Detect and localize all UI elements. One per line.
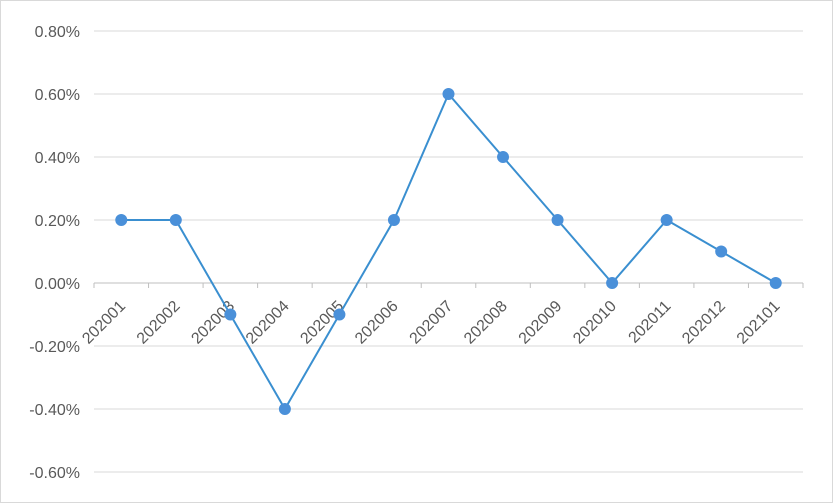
x-axis: 202001 202002 202003 202004 202005 202006 2020… — [79, 282, 804, 348]
y-axis: 0.80% 0.60% 0.40% 0.20% 0.00% -0.20% -0.40% -0.… — [29, 24, 80, 482]
data-point — [715, 245, 728, 258]
data-point — [769, 277, 782, 289]
data-point — [551, 214, 564, 226]
x-tick-label: 202011 — [626, 298, 675, 347]
x-tick-label: 202101 — [734, 298, 784, 348]
x-tick-label: 202001 — [79, 298, 129, 348]
x-tick-label: 202010 — [570, 298, 620, 348]
y-tick-label: -0.60% — [29, 465, 80, 482]
y-tick-label: 0.40% — [35, 150, 80, 167]
data-point — [169, 214, 182, 226]
data-point — [442, 88, 455, 100]
x-tick-label: 202005 — [297, 298, 347, 348]
x-tick-label: 202003 — [188, 298, 238, 348]
data-point — [278, 403, 291, 415]
x-tick-label: 202008 — [461, 298, 511, 348]
data-point — [497, 151, 510, 163]
data-point — [115, 214, 128, 226]
x-tick-label: 202012 — [679, 298, 729, 348]
y-tick-label: 0.60% — [35, 87, 80, 104]
data-point — [333, 308, 346, 321]
data-point — [387, 214, 400, 226]
series-line — [121, 93, 777, 410]
x-tick-label: 202006 — [352, 298, 402, 348]
data-point — [224, 308, 237, 321]
y-tick-label: 0.00% — [35, 276, 80, 293]
x-tick-label: 202004 — [243, 298, 293, 348]
data-point — [660, 214, 673, 226]
x-tick-label: 202007 — [407, 298, 457, 348]
data-series — [115, 88, 782, 415]
data-point — [606, 277, 619, 289]
y-tick-label: 0.20% — [35, 213, 80, 230]
y-tick-label: -0.40% — [29, 402, 80, 419]
x-tick-label: 202009 — [516, 298, 566, 348]
y-tick-label: -0.20% — [29, 339, 80, 356]
x-tick-label: 202002 — [134, 298, 184, 348]
y-tick-label: 0.80% — [35, 24, 80, 41]
